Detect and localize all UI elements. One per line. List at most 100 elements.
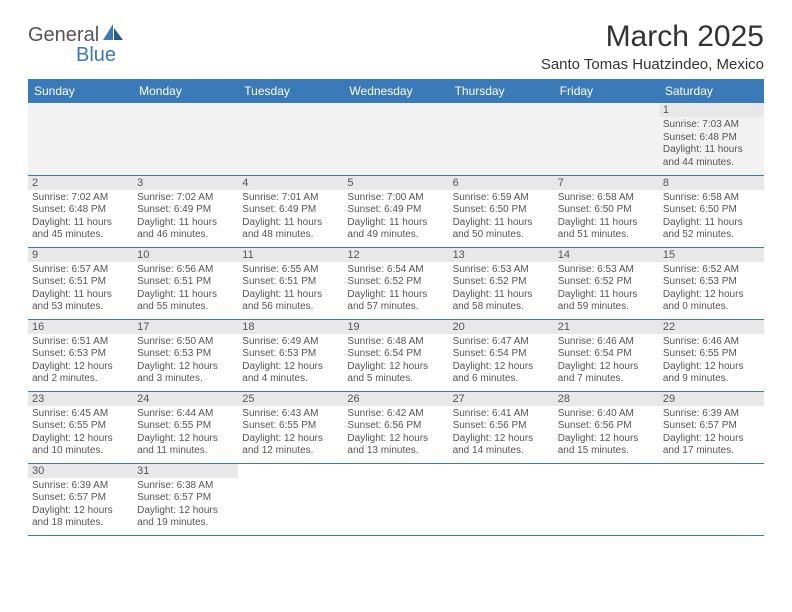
day-number: 28: [554, 392, 659, 406]
sunset-text: Sunset: 6:57 PM: [663, 420, 760, 433]
sunrise-text: Sunrise: 6:44 AM: [137, 408, 234, 421]
day-number: 11: [238, 248, 343, 262]
calendar-cell: 16Sunrise: 6:51 AMSunset: 6:53 PMDayligh…: [28, 319, 133, 391]
sunrise-text: Sunrise: 6:39 AM: [32, 480, 129, 493]
sunset-text: Sunset: 6:54 PM: [453, 348, 550, 361]
daylight-text: Daylight: 11 hours and 49 minutes.: [347, 217, 444, 242]
day-number: 8: [659, 176, 764, 190]
daylight-text: Daylight: 12 hours and 13 minutes.: [347, 433, 444, 458]
calendar-cell: 28Sunrise: 6:40 AMSunset: 6:56 PMDayligh…: [554, 391, 659, 463]
sunset-text: Sunset: 6:49 PM: [137, 204, 234, 217]
day-body: [449, 478, 554, 484]
day-number: 25: [238, 392, 343, 406]
day-body: [28, 117, 133, 123]
sunrise-text: Sunrise: 6:56 AM: [137, 264, 234, 277]
calendar-cell: [28, 103, 133, 175]
daylight-text: Daylight: 11 hours and 59 minutes.: [558, 289, 655, 314]
sunrise-text: Sunrise: 6:51 AM: [32, 336, 129, 349]
day-number: [554, 464, 659, 478]
daylight-text: Daylight: 11 hours and 53 minutes.: [32, 289, 129, 314]
calendar-cell: 11Sunrise: 6:55 AMSunset: 6:51 PMDayligh…: [238, 247, 343, 319]
day-body: Sunrise: 6:46 AMSunset: 6:55 PMDaylight:…: [659, 334, 764, 390]
sunrise-text: Sunrise: 6:46 AM: [558, 336, 655, 349]
sunrise-text: Sunrise: 6:38 AM: [137, 480, 234, 493]
day-body: Sunrise: 6:56 AMSunset: 6:51 PMDaylight:…: [133, 262, 238, 318]
day-number: 24: [133, 392, 238, 406]
sunset-text: Sunset: 6:57 PM: [32, 492, 129, 505]
sunset-text: Sunset: 6:50 PM: [558, 204, 655, 217]
day-body: Sunrise: 6:42 AMSunset: 6:56 PMDaylight:…: [343, 406, 448, 462]
day-number: 26: [343, 392, 448, 406]
sunrise-text: Sunrise: 6:49 AM: [242, 336, 339, 349]
daylight-text: Daylight: 12 hours and 10 minutes.: [32, 433, 129, 458]
day-number: [659, 464, 764, 478]
sunrise-text: Sunrise: 6:52 AM: [663, 264, 760, 277]
day-body: [238, 117, 343, 123]
day-body: Sunrise: 6:58 AMSunset: 6:50 PMDaylight:…: [554, 190, 659, 246]
day-body: Sunrise: 6:58 AMSunset: 6:50 PMDaylight:…: [659, 190, 764, 246]
calendar-cell: [554, 463, 659, 535]
sunset-text: Sunset: 6:57 PM: [137, 492, 234, 505]
sunrise-text: Sunrise: 6:54 AM: [347, 264, 444, 277]
calendar-week-row: 30Sunrise: 6:39 AMSunset: 6:57 PMDayligh…: [28, 463, 764, 535]
day-number: [238, 103, 343, 117]
sunset-text: Sunset: 6:53 PM: [242, 348, 339, 361]
day-body: Sunrise: 7:01 AMSunset: 6:49 PMDaylight:…: [238, 190, 343, 246]
sunset-text: Sunset: 6:54 PM: [558, 348, 655, 361]
day-body: Sunrise: 6:46 AMSunset: 6:54 PMDaylight:…: [554, 334, 659, 390]
day-number: 6: [449, 176, 554, 190]
day-body: Sunrise: 6:52 AMSunset: 6:53 PMDaylight:…: [659, 262, 764, 318]
sunset-text: Sunset: 6:48 PM: [663, 132, 760, 145]
day-number: 9: [28, 248, 133, 262]
sunset-text: Sunset: 6:53 PM: [137, 348, 234, 361]
calendar-cell: 1Sunrise: 7:03 AMSunset: 6:48 PMDaylight…: [659, 103, 764, 175]
calendar-cell: 12Sunrise: 6:54 AMSunset: 6:52 PMDayligh…: [343, 247, 448, 319]
sunrise-text: Sunrise: 6:53 AM: [558, 264, 655, 277]
sunrise-text: Sunrise: 6:43 AM: [242, 408, 339, 421]
calendar-cell: [343, 103, 448, 175]
calendar-cell: 29Sunrise: 6:39 AMSunset: 6:57 PMDayligh…: [659, 391, 764, 463]
calendar-cell: 26Sunrise: 6:42 AMSunset: 6:56 PMDayligh…: [343, 391, 448, 463]
day-body: Sunrise: 6:39 AMSunset: 6:57 PMDaylight:…: [659, 406, 764, 462]
day-body: [238, 478, 343, 484]
calendar-table: Sunday Monday Tuesday Wednesday Thursday…: [28, 79, 764, 536]
day-body: [554, 478, 659, 484]
logo-text-blue-wrap: Blue: [28, 44, 116, 67]
daylight-text: Daylight: 12 hours and 9 minutes.: [663, 361, 760, 386]
day-header: Wednesday: [343, 79, 448, 103]
sunrise-text: Sunrise: 7:02 AM: [32, 192, 129, 205]
daylight-text: Daylight: 11 hours and 55 minutes.: [137, 289, 234, 314]
sunrise-text: Sunrise: 6:39 AM: [663, 408, 760, 421]
day-number: 12: [343, 248, 448, 262]
calendar-cell: 13Sunrise: 6:53 AMSunset: 6:52 PMDayligh…: [449, 247, 554, 319]
day-body: Sunrise: 6:45 AMSunset: 6:55 PMDaylight:…: [28, 406, 133, 462]
sunset-text: Sunset: 6:52 PM: [453, 276, 550, 289]
day-body: Sunrise: 6:55 AMSunset: 6:51 PMDaylight:…: [238, 262, 343, 318]
daylight-text: Daylight: 12 hours and 14 minutes.: [453, 433, 550, 458]
day-header: Saturday: [659, 79, 764, 103]
sunset-text: Sunset: 6:56 PM: [558, 420, 655, 433]
daylight-text: Daylight: 11 hours and 48 minutes.: [242, 217, 339, 242]
calendar-cell: [449, 103, 554, 175]
sunset-text: Sunset: 6:52 PM: [558, 276, 655, 289]
calendar-cell: 19Sunrise: 6:48 AMSunset: 6:54 PMDayligh…: [343, 319, 448, 391]
day-body: Sunrise: 6:48 AMSunset: 6:54 PMDaylight:…: [343, 334, 448, 390]
calendar-cell: 8Sunrise: 6:58 AMSunset: 6:50 PMDaylight…: [659, 175, 764, 247]
day-number: 18: [238, 320, 343, 334]
calendar-cell: 7Sunrise: 6:58 AMSunset: 6:50 PMDaylight…: [554, 175, 659, 247]
calendar-cell: 15Sunrise: 6:52 AMSunset: 6:53 PMDayligh…: [659, 247, 764, 319]
day-body: Sunrise: 6:53 AMSunset: 6:52 PMDaylight:…: [449, 262, 554, 318]
day-number: 4: [238, 176, 343, 190]
sunrise-text: Sunrise: 7:00 AM: [347, 192, 444, 205]
day-number: 31: [133, 464, 238, 478]
calendar-cell: 20Sunrise: 6:47 AMSunset: 6:54 PMDayligh…: [449, 319, 554, 391]
calendar-cell: 6Sunrise: 6:59 AMSunset: 6:50 PMDaylight…: [449, 175, 554, 247]
daylight-text: Daylight: 12 hours and 11 minutes.: [137, 433, 234, 458]
day-body: Sunrise: 7:03 AMSunset: 6:48 PMDaylight:…: [659, 117, 764, 173]
daylight-text: Daylight: 12 hours and 4 minutes.: [242, 361, 339, 386]
day-number: 30: [28, 464, 133, 478]
sunrise-text: Sunrise: 7:02 AM: [137, 192, 234, 205]
day-body: [133, 117, 238, 123]
sunrise-text: Sunrise: 6:48 AM: [347, 336, 444, 349]
sunset-text: Sunset: 6:55 PM: [663, 348, 760, 361]
